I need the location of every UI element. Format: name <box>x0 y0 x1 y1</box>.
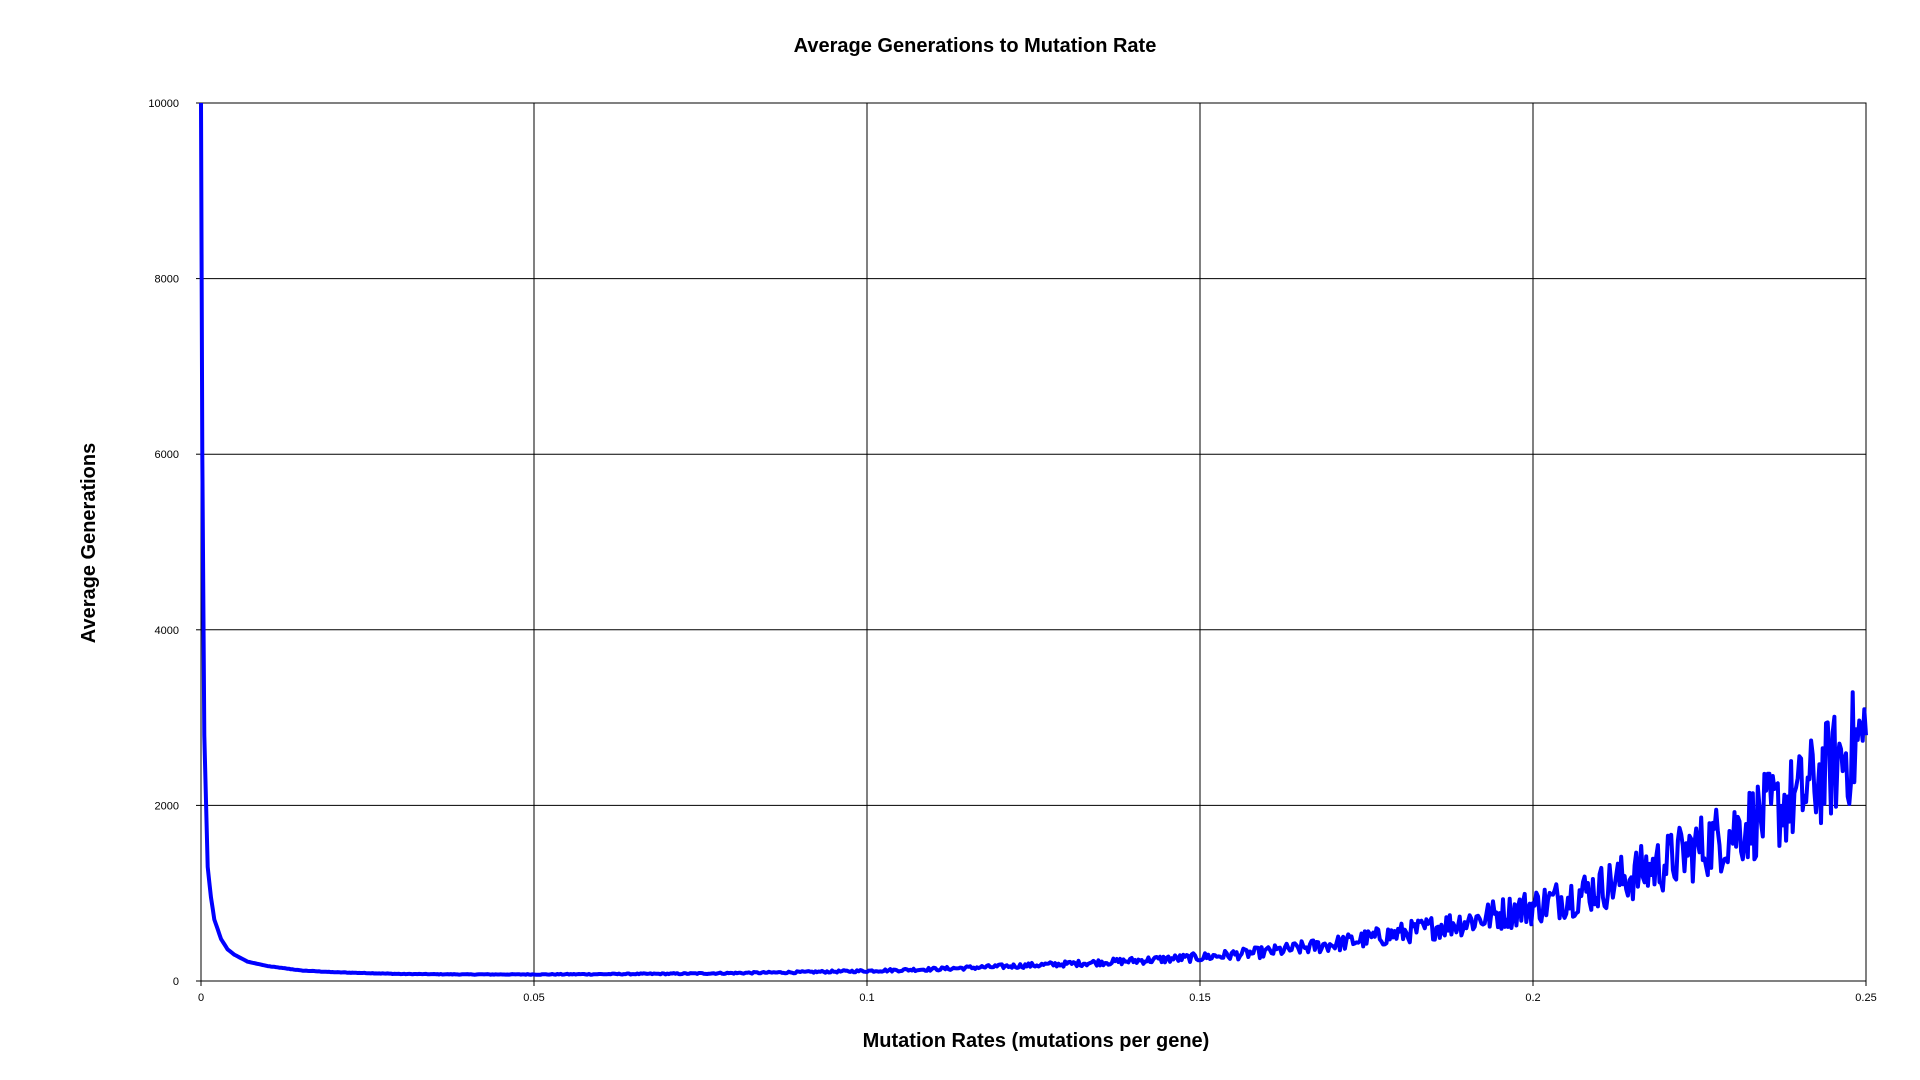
y-tick-label: 4000 <box>155 625 179 637</box>
y-tick-label: 10000 <box>148 98 179 110</box>
series-line <box>199 102 1868 977</box>
y-tick-label: 0 <box>173 976 179 988</box>
x-tick-label: 0.05 <box>523 992 544 1004</box>
y-axis-label: Average Generations <box>78 443 100 643</box>
y-tick-label: 8000 <box>155 274 179 286</box>
grid <box>200 102 1867 982</box>
y-axis-ticks: 0 2000 4000 6000 8000 10000 <box>148 98 201 988</box>
plot-frame <box>200 102 1867 982</box>
y-tick-label: 6000 <box>155 449 179 461</box>
x-axis-ticks: 0 0.05 0.1 0.15 0.2 0.25 <box>198 981 1877 1004</box>
x-tick-label: 0.1 <box>859 992 874 1004</box>
x-tick-label: 0.15 <box>1189 992 1210 1004</box>
x-tick-label: 0.2 <box>1525 992 1540 1004</box>
x-axis-label: Mutation Rates (mutations per gene) <box>863 1030 1210 1052</box>
x-tick-label: 0 <box>198 992 204 1004</box>
y-tick-label: 2000 <box>155 800 179 812</box>
x-tick-label: 0.25 <box>1855 992 1876 1004</box>
chart-title: Average Generations to Mutation Rate <box>794 35 1157 57</box>
